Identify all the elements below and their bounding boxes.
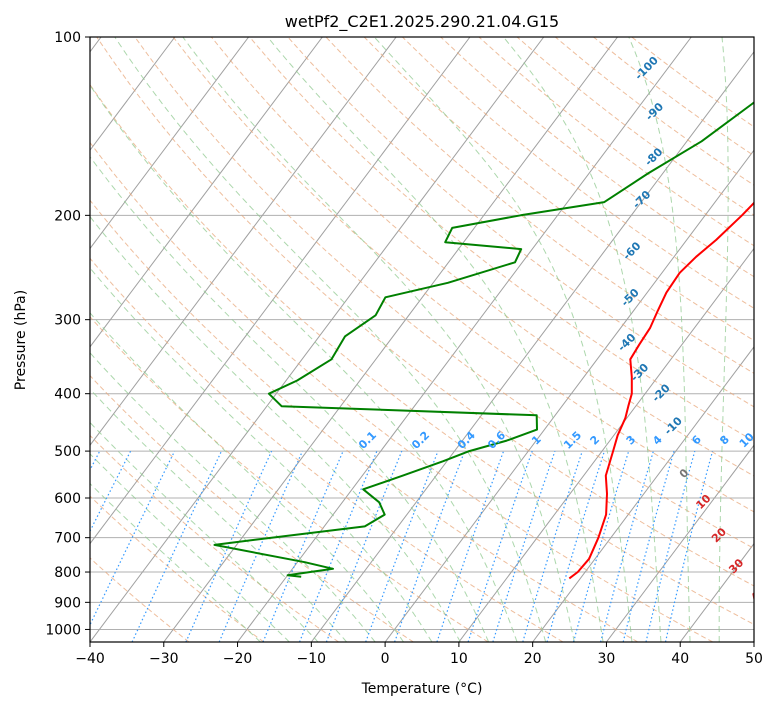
plot-frame [89, 36, 755, 643]
moist-adiabats [90, 37, 729, 642]
isotherm-line [90, 37, 397, 447]
isotherm-gridlines [90, 37, 754, 642]
moist-adiabat [90, 421, 319, 642]
y-tick-label: 800 [54, 565, 81, 581]
mixing-ratio-line [572, 450, 630, 642]
dry-adiabat [402, 37, 754, 309]
dry-adiabat [249, 37, 754, 442]
y-tick-label: 500 [54, 444, 81, 460]
dry-adiabat [90, 557, 190, 642]
isotherm-line [90, 37, 323, 348]
moist-adiabat [90, 267, 433, 642]
dry-adiabat [90, 315, 489, 642]
x-tick-label: −30 [149, 651, 179, 667]
isotherm-line [90, 37, 545, 642]
moist-adiabat [90, 155, 490, 642]
y-axis-label: Pressure (hPa) [13, 290, 29, 390]
moist-adiabat [90, 453, 290, 642]
x-tick-label: −20 [223, 651, 253, 667]
moist-adiabat [503, 37, 662, 642]
dry-adiabat [90, 374, 414, 642]
mixing-ratio-line [467, 450, 533, 642]
mixing-ratio-line [664, 450, 714, 642]
isobar-gridlines [90, 37, 754, 630]
x-tick-label: 50 [745, 651, 763, 667]
dry-adiabat [90, 141, 713, 642]
mixing-ratio-line [522, 450, 583, 642]
dry-adiabat [90, 199, 639, 642]
moist-adiabat [373, 37, 633, 642]
moist-adiabat [114, 37, 547, 642]
dry-adiabat [90, 434, 339, 642]
mixing-ratio-line [185, 450, 273, 642]
mixing-ratio-line [546, 450, 605, 642]
moist-adiabat [90, 352, 376, 642]
mixing-ratio-lines [90, 450, 714, 642]
isotherm-line [90, 37, 250, 250]
x-tick-label: 20 [524, 651, 542, 667]
isotherm-line [384, 149, 754, 642]
moist-adiabat [90, 482, 261, 642]
mixing-ratio-line [262, 450, 344, 642]
dewpoint-profile-line [213, 101, 754, 578]
mixing-ratio-line [394, 450, 466, 642]
isotherm-line [90, 37, 176, 151]
x-tick-label: −40 [75, 651, 105, 667]
y-tick-label: 1000 [45, 622, 81, 638]
mixing-ratio-line [218, 450, 304, 642]
x-tick-label: −10 [297, 651, 327, 667]
y-tick-label: 100 [54, 30, 81, 46]
mixing-ratio-line [365, 450, 439, 642]
x-tick-label: 10 [450, 651, 468, 667]
x-tick-label: 40 [671, 651, 689, 667]
mixing-ratio-line [90, 450, 132, 533]
mixing-ratio-line [600, 450, 654, 642]
mixing-ratio-line [299, 450, 378, 642]
mixing-ratio-line [436, 450, 505, 642]
dry-adiabats [90, 37, 754, 642]
y-tick-label: 400 [54, 387, 81, 403]
mixing-ratio-line [622, 450, 675, 642]
dry-adiabat [363, 37, 754, 342]
y-tick-label: 900 [54, 595, 81, 611]
dry-adiabat [90, 83, 754, 625]
isotherm-line [237, 37, 692, 642]
moist-adiabat [90, 84, 518, 642]
moist-adiabat [628, 37, 691, 642]
dry-adiabat [90, 257, 564, 642]
dry-adiabat [134, 37, 754, 550]
isotherm-line [90, 37, 471, 545]
y-axis-ticks: 100 200 300 400 500 600 700 800 900 1000 [45, 30, 90, 638]
y-tick-label: 200 [54, 208, 81, 224]
plot-area: -100-90-80-70-60-50-40-30-20-100.1 0.2 0.4… [90, 37, 768, 642]
profile-series [213, 101, 754, 580]
y-tick-label: 700 [54, 531, 81, 547]
x-axis-ticks: −40 −30 −20 −10 0 10 20 30 40 50 [75, 642, 763, 667]
y-tick-label: 600 [54, 491, 81, 507]
x-tick-label: 30 [598, 651, 616, 667]
moist-adiabat [182, 37, 575, 642]
temperature-profile-line [568, 201, 754, 580]
moist-adiabat [90, 312, 404, 642]
moist-adiabat [718, 37, 729, 642]
dry-adiabat [211, 37, 754, 477]
x-axis-label: Temperature (°C) [361, 681, 483, 697]
moist-adiabat [90, 215, 461, 642]
mixing-ratio-line [325, 450, 403, 642]
isotherm-line [458, 247, 754, 642]
isotherm-line [606, 444, 754, 642]
theta-contour-label: 40 [748, 584, 768, 604]
dry-adiabat [172, 37, 754, 513]
chart-title: wetPf2_C2E1.2025.290.21.04.G15 [285, 12, 559, 32]
y-tick-label: 300 [54, 313, 81, 329]
isotherm-line [532, 346, 754, 642]
mixing-ratio-line [492, 450, 556, 642]
mixing-ratio-line [645, 450, 696, 642]
x-tick-label: 0 [381, 651, 390, 667]
moist-adiabat [90, 388, 348, 642]
moist-adiabat [267, 37, 604, 642]
